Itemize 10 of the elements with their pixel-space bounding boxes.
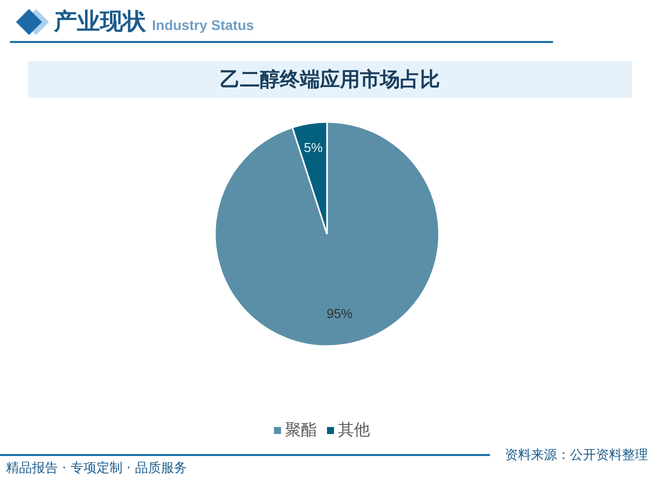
pie-slice [214,121,440,347]
text: 产业现状 [54,7,146,37]
text: 资料来源：公开资料整理 [505,447,648,465]
legend-label: 聚酯 [285,420,317,439]
data-label: 95% [326,306,354,322]
text: 精品报告 · 专项定制 · 品质服务 [6,460,187,478]
legend-label: 其他 [338,420,370,439]
chart-title: 乙二醇终端应用市场占比 [28,61,632,98]
data-label: 5% [304,140,324,156]
text: Industry Status [152,16,254,35]
